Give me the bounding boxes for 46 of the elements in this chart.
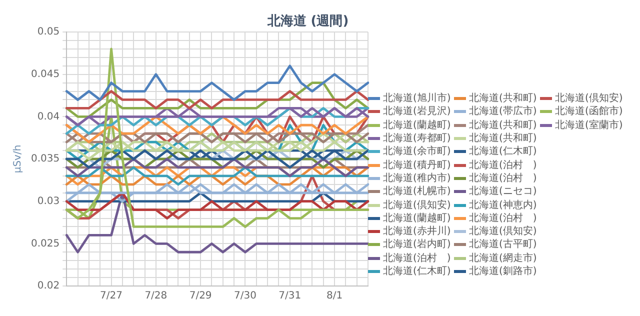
legend-label: 北海道(共和町)	[469, 92, 537, 106]
legend-label: 北海道(赤井川)	[383, 225, 451, 238]
legend-label: 北海道(神恵内)	[469, 198, 537, 212]
x-tick-label: 8/1	[326, 290, 343, 302]
chart-title: 北海道 (週間)	[266, 13, 350, 30]
y-axis-title: µSv/h	[12, 144, 24, 174]
y-tick-label: 0.05	[37, 26, 60, 38]
legend-label: 北海道(室蘭市)	[555, 118, 623, 132]
legend-label: 北海道(仁木町)	[469, 145, 537, 158]
legend-label: 北海道(網走市)	[469, 252, 537, 265]
legend-label: 北海道(共和町)	[469, 132, 537, 146]
y-tick-label: 0.02	[37, 280, 60, 292]
legend-label: 北海道(泊村 )	[469, 158, 537, 172]
legend-label: 北海道(倶知安)	[469, 225, 537, 238]
legend-label: 北海道(釧路市)	[469, 265, 537, 278]
legend-label: 北海道(蘭越町)	[383, 212, 451, 225]
x-tick-label: 7/29	[189, 290, 212, 302]
legend-label: 北海道(函館市)	[555, 105, 623, 118]
y-tick-label: 0.045	[30, 68, 60, 80]
y-tick-label: 0.025	[30, 238, 60, 250]
legend-label: 北海道(岩内町)	[383, 238, 451, 252]
x-tick-label: 7/28	[144, 290, 168, 302]
y-tick-label: 0.03	[37, 196, 60, 207]
x-tick-label: 7/30	[234, 290, 256, 302]
y-tick-label: 0.035	[30, 154, 60, 165]
legend-label: 北海道(仁木町)	[383, 265, 451, 278]
legend-label: 北海道(旭川市)	[383, 92, 451, 106]
legend-label: 北海道(寿都町)	[383, 132, 451, 146]
x-tick-label: 7/31	[278, 290, 302, 302]
x-tick-label: 7/27	[100, 290, 123, 302]
legend-label: 北海道(古平町)	[469, 238, 537, 252]
legend-label: 北海道(共和町)	[469, 118, 537, 132]
legend-label: 北海道(札幌市)	[383, 185, 451, 198]
legend-label: 北海道(泊村 )	[469, 212, 537, 225]
legend-label: 北海道(余市町)	[383, 145, 451, 158]
legend-label: 北海道(泊村 )	[469, 172, 537, 185]
legend-label: 北海道(岩見沢)	[383, 105, 451, 118]
legend-label: 北海道(倶知安)	[555, 92, 623, 106]
legend-label: 北海道(帯広市)	[469, 105, 537, 118]
legend-label: 北海道(泊村 )	[383, 252, 451, 265]
legend-label: 北海道(倶知安)	[383, 198, 451, 212]
legend-label: 北海道(積丹町)	[383, 158, 451, 172]
y-tick-label: 0.04	[37, 111, 60, 122]
legend-label: 北海道(稚内市)	[383, 172, 451, 185]
legend-label: 北海道(ニセコ)	[469, 185, 537, 198]
legend-label: 北海道(蘭越町)	[383, 118, 451, 132]
